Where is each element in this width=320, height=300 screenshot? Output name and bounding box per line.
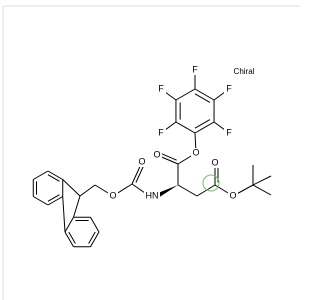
bond <box>79 184 96 197</box>
label-backdrop <box>228 191 238 201</box>
bond <box>194 93 211 103</box>
label-backdrop <box>152 150 162 160</box>
bond <box>62 179 81 197</box>
highlight-circle <box>202 174 220 192</box>
bond <box>62 196 66 233</box>
bond <box>194 119 211 129</box>
label-backdrop <box>224 84 234 94</box>
atom-label: F <box>158 127 164 137</box>
bond <box>47 174 60 182</box>
bond <box>47 194 60 202</box>
bond <box>68 231 76 244</box>
bond <box>88 231 96 244</box>
bond <box>131 183 146 194</box>
bond <box>175 121 196 134</box>
label-backdrop <box>224 128 234 138</box>
bond <box>194 88 215 101</box>
label-backdrop <box>210 158 220 168</box>
atom-label: HN <box>146 190 159 200</box>
atom-label: O <box>211 157 218 167</box>
bond <box>64 231 74 247</box>
atom-label: F <box>226 127 232 137</box>
atom-label: O <box>138 156 145 166</box>
atom-label: O <box>192 147 199 157</box>
bond <box>90 217 100 233</box>
label-backdrop <box>137 157 147 167</box>
bond <box>33 196 49 206</box>
label-backdrop <box>191 148 201 158</box>
bond <box>252 184 272 196</box>
bond <box>175 88 196 101</box>
background <box>0 0 300 300</box>
bond <box>73 195 81 218</box>
bond <box>194 121 215 134</box>
bond <box>64 217 74 233</box>
bond <box>135 165 144 183</box>
wedge-bond <box>158 185 178 198</box>
atom-label: O <box>229 190 236 200</box>
chiral-label: Chiral <box>234 67 255 76</box>
bond <box>177 184 198 197</box>
bond <box>90 231 100 247</box>
atom-label: F <box>158 83 164 93</box>
label-backdrop <box>144 191 160 201</box>
atom-label: O <box>109 190 116 200</box>
label-backdrop <box>108 191 118 201</box>
bond <box>252 175 272 186</box>
bond <box>160 152 177 161</box>
bond <box>47 196 63 206</box>
atom-label: O <box>153 149 160 159</box>
label-backdrop <box>156 84 166 94</box>
atom-label: F <box>192 64 198 74</box>
bond <box>47 170 63 180</box>
label-backdrop <box>156 128 166 138</box>
atom-label: F <box>226 83 232 93</box>
bond <box>196 184 216 197</box>
label-backdrop <box>190 65 200 75</box>
bond <box>33 170 49 180</box>
